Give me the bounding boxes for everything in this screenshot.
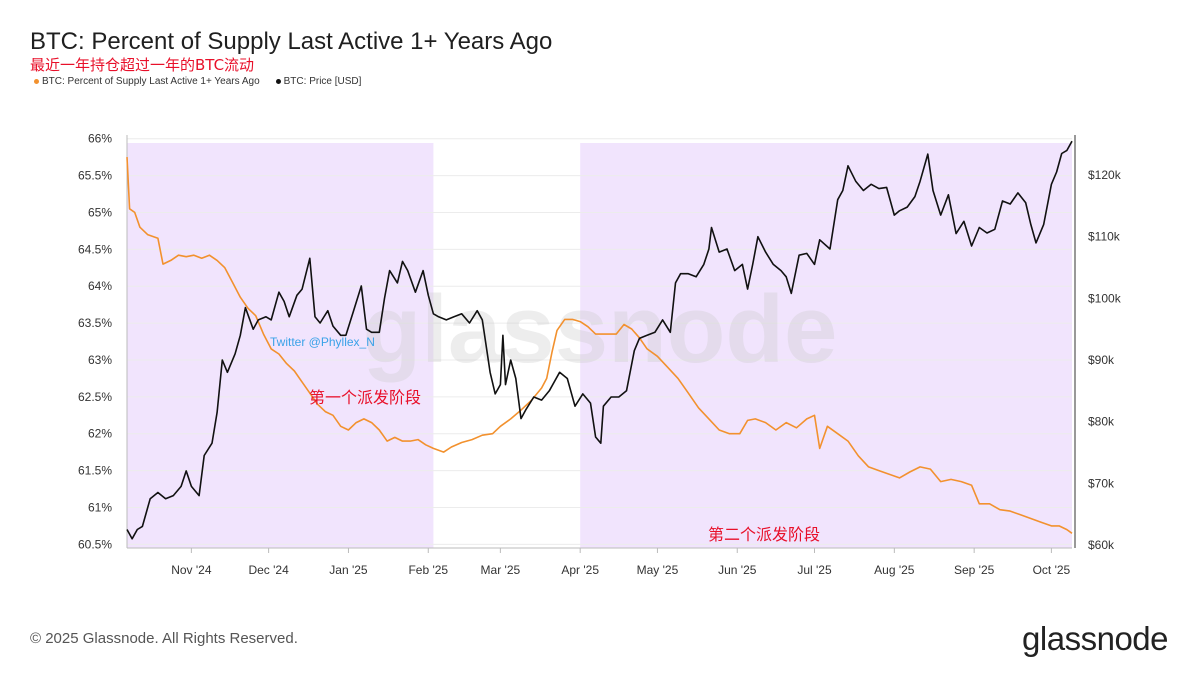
chart-title: BTC: Percent of Supply Last Active 1+ Ye…	[30, 28, 553, 55]
x-tick-label: Jan '25	[329, 563, 368, 577]
y-right-tick-label: $70k	[1088, 476, 1115, 490]
y-left-tick-label: 65%	[88, 205, 112, 219]
supply-line	[126, 157, 1073, 534]
legend-item-price[interactable]: BTC: Price [USD]	[275, 76, 362, 87]
x-tick-label: Jun '25	[718, 563, 757, 577]
chart-legend: BTC: Percent of Supply Last Active 1+ Ye…	[34, 76, 361, 87]
x-tick-label: May '25	[637, 563, 679, 577]
y-right-tick-label: $100k	[1088, 291, 1122, 305]
y-right-tick-label: $110k	[1088, 230, 1121, 244]
x-tick-label: Nov '24	[171, 563, 212, 577]
y-left-tick-label: 66%	[88, 132, 112, 146]
x-tick-label: Dec '24	[248, 563, 289, 577]
phase1-annotation: 第一个派发阶段	[309, 388, 421, 407]
y-left-tick-label: 60.5%	[78, 537, 112, 551]
legend-label-price: BTC: Price [USD]	[283, 76, 362, 87]
x-tick-label: Oct '25	[1033, 563, 1071, 577]
shaded-region-2	[580, 143, 1072, 548]
x-tick-label: Apr '25	[561, 563, 599, 577]
shaded-regions	[127, 143, 1072, 548]
x-tick-label: Sep '25	[954, 563, 995, 577]
y-right-tick-label: $120k	[1088, 168, 1122, 182]
y-left-tick-label: 64.5%	[78, 242, 112, 256]
y-left-tick-label: 62.5%	[78, 390, 112, 404]
shaded-region-1	[127, 143, 434, 548]
y-right-tick-label: $60k	[1088, 538, 1115, 552]
axes: 60.5% 61% 61.5% 62% 62.5% 63% 63.5% 64% 64.5% 65%…	[78, 132, 1122, 577]
series-lines	[126, 140, 1073, 540]
phase2-annotation: 第二个派发阶段	[708, 525, 820, 544]
legend-dot-supply	[34, 79, 39, 84]
glassnode-logo: glassnode	[1022, 620, 1168, 657]
legend-dot-price	[275, 79, 281, 84]
footer-copyright: © 2025 Glassnode. All Rights Reserved.	[30, 630, 298, 647]
twitter-annotation: Twitter @Phyllex_N	[270, 335, 375, 349]
x-tick-label: Mar '25	[481, 563, 521, 577]
gridlines	[127, 138, 1072, 545]
legend-label-supply: BTC: Percent of Supply Last Active 1+ Ye…	[42, 76, 260, 87]
price-line	[126, 140, 1073, 540]
y-left-tick-label: 63%	[88, 353, 112, 367]
x-tick-label: Aug '25	[874, 563, 915, 577]
legend-item-supply[interactable]: BTC: Percent of Supply Last Active 1+ Ye…	[34, 76, 260, 87]
y-left-tick-label: 61%	[88, 500, 112, 514]
y-right-tick-label: $90k	[1088, 353, 1115, 367]
x-tick-label: Jul '25	[797, 563, 832, 577]
chart-subtitle: 最近一年持仓超过一年的BTC流动	[30, 56, 255, 74]
y-left-tick-label: 61.5%	[78, 464, 112, 478]
watermark-text: glassnode	[363, 276, 838, 383]
y-left-tick-label: 62%	[88, 427, 112, 441]
y-left-tick-label: 64%	[88, 279, 112, 293]
y-right-tick-label: $80k	[1088, 415, 1115, 429]
y-left-tick-label: 63.5%	[78, 316, 112, 330]
x-tick-label: Feb '25	[408, 563, 448, 577]
y-left-tick-label: 65.5%	[78, 169, 112, 183]
